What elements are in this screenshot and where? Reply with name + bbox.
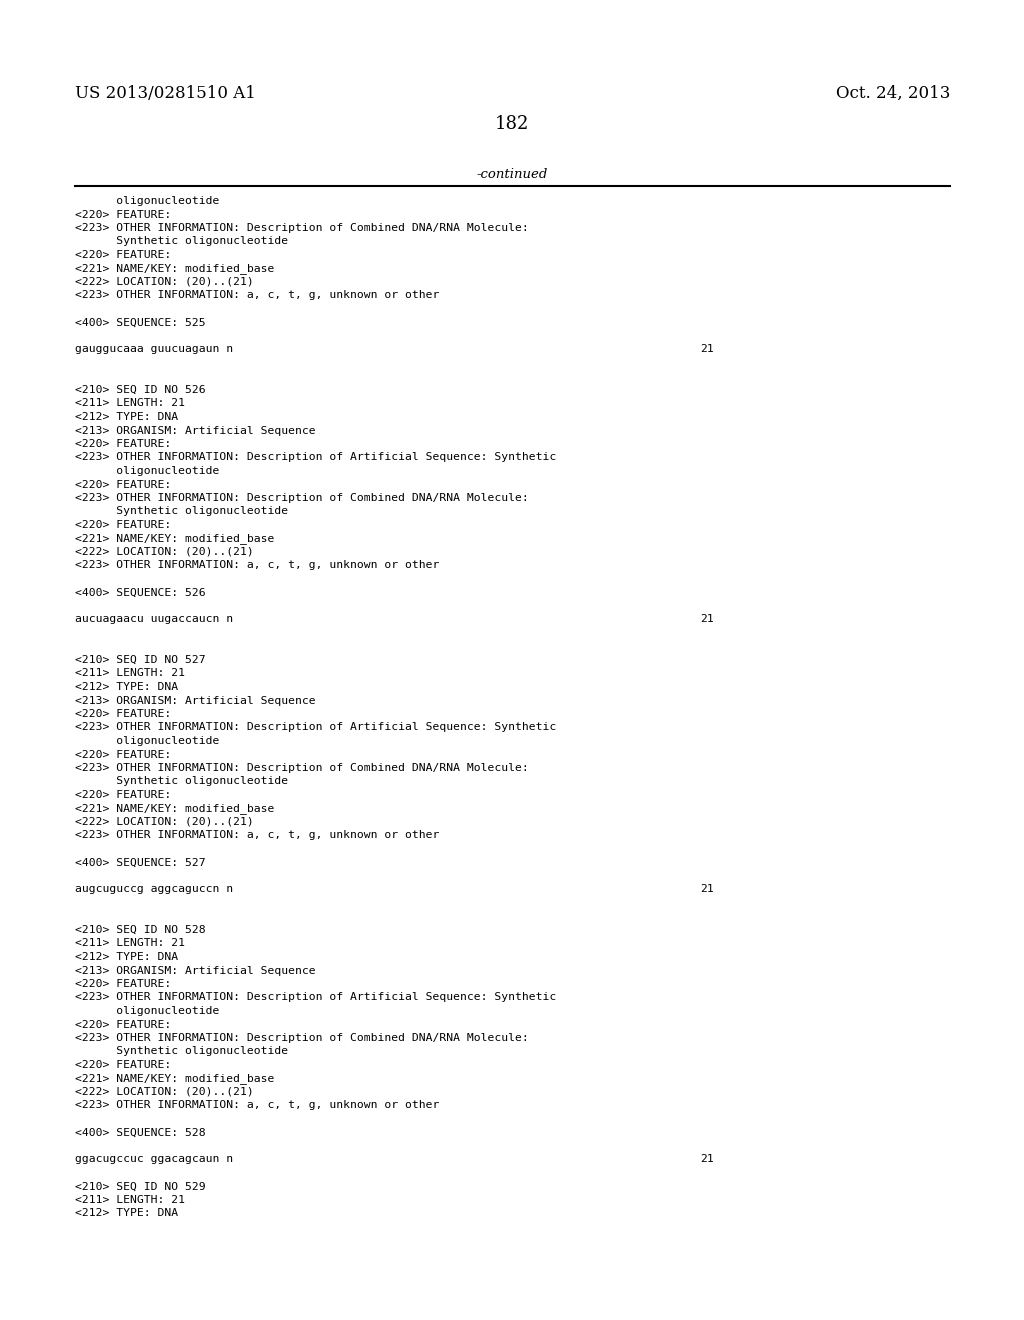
Text: Oct. 24, 2013: Oct. 24, 2013 [836, 84, 950, 102]
Text: <211> LENGTH: 21: <211> LENGTH: 21 [75, 939, 185, 949]
Text: <210> SEQ ID NO 529: <210> SEQ ID NO 529 [75, 1181, 206, 1192]
Text: US 2013/0281510 A1: US 2013/0281510 A1 [75, 84, 256, 102]
Text: <223> OTHER INFORMATION: Description of Artificial Sequence: Synthetic: <223> OTHER INFORMATION: Description of … [75, 993, 556, 1002]
Text: <211> LENGTH: 21: <211> LENGTH: 21 [75, 668, 185, 678]
Text: aucuagaacu uugaccaucn n: aucuagaacu uugaccaucn n [75, 615, 233, 624]
Text: <223> OTHER INFORMATION: Description of Combined DNA/RNA Molecule:: <223> OTHER INFORMATION: Description of … [75, 763, 528, 774]
Text: 21: 21 [700, 345, 714, 355]
Text: <220> FEATURE:: <220> FEATURE: [75, 789, 171, 800]
Text: <223> OTHER INFORMATION: Description of Combined DNA/RNA Molecule:: <223> OTHER INFORMATION: Description of … [75, 1034, 528, 1043]
Text: <222> LOCATION: (20)..(21): <222> LOCATION: (20)..(21) [75, 546, 254, 557]
Text: <220> FEATURE:: <220> FEATURE: [75, 520, 171, 531]
Text: <220> FEATURE:: <220> FEATURE: [75, 210, 171, 219]
Text: <212> TYPE: DNA: <212> TYPE: DNA [75, 412, 178, 422]
Text: <210> SEQ ID NO 528: <210> SEQ ID NO 528 [75, 925, 206, 935]
Text: Synthetic oligonucleotide: Synthetic oligonucleotide [75, 507, 288, 516]
Text: <223> OTHER INFORMATION: a, c, t, g, unknown or other: <223> OTHER INFORMATION: a, c, t, g, unk… [75, 561, 439, 570]
Text: <211> LENGTH: 21: <211> LENGTH: 21 [75, 399, 185, 408]
Text: <223> OTHER INFORMATION: a, c, t, g, unknown or other: <223> OTHER INFORMATION: a, c, t, g, unk… [75, 1101, 439, 1110]
Text: gauggucaaa guucuagaun n: gauggucaaa guucuagaun n [75, 345, 233, 355]
Text: <222> LOCATION: (20)..(21): <222> LOCATION: (20)..(21) [75, 277, 254, 286]
Text: <212> TYPE: DNA: <212> TYPE: DNA [75, 1209, 178, 1218]
Text: <221> NAME/KEY: modified_base: <221> NAME/KEY: modified_base [75, 1073, 274, 1085]
Text: <220> FEATURE:: <220> FEATURE: [75, 440, 171, 449]
Text: oligonucleotide: oligonucleotide [75, 1006, 219, 1016]
Text: <400> SEQUENCE: 528: <400> SEQUENCE: 528 [75, 1127, 206, 1138]
Text: 21: 21 [700, 1155, 714, 1164]
Text: <220> FEATURE:: <220> FEATURE: [75, 1019, 171, 1030]
Text: <220> FEATURE:: <220> FEATURE: [75, 1060, 171, 1071]
Text: ggacugccuc ggacagcaun n: ggacugccuc ggacagcaun n [75, 1155, 233, 1164]
Text: <220> FEATURE:: <220> FEATURE: [75, 979, 171, 989]
Text: oligonucleotide: oligonucleotide [75, 195, 219, 206]
Text: <223> OTHER INFORMATION: a, c, t, g, unknown or other: <223> OTHER INFORMATION: a, c, t, g, unk… [75, 830, 439, 841]
Text: <213> ORGANISM: Artificial Sequence: <213> ORGANISM: Artificial Sequence [75, 965, 315, 975]
Text: <213> ORGANISM: Artificial Sequence: <213> ORGANISM: Artificial Sequence [75, 425, 315, 436]
Text: <220> FEATURE:: <220> FEATURE: [75, 479, 171, 490]
Text: <223> OTHER INFORMATION: Description of Combined DNA/RNA Molecule:: <223> OTHER INFORMATION: Description of … [75, 223, 528, 234]
Text: oligonucleotide: oligonucleotide [75, 737, 219, 746]
Text: <212> TYPE: DNA: <212> TYPE: DNA [75, 682, 178, 692]
Text: <223> OTHER INFORMATION: Description of Artificial Sequence: Synthetic: <223> OTHER INFORMATION: Description of … [75, 453, 556, 462]
Text: <220> FEATURE:: <220> FEATURE: [75, 249, 171, 260]
Text: 182: 182 [495, 115, 529, 133]
Text: <223> OTHER INFORMATION: Description of Artificial Sequence: Synthetic: <223> OTHER INFORMATION: Description of … [75, 722, 556, 733]
Text: <400> SEQUENCE: 527: <400> SEQUENCE: 527 [75, 858, 206, 867]
Text: 21: 21 [700, 884, 714, 895]
Text: <221> NAME/KEY: modified_base: <221> NAME/KEY: modified_base [75, 533, 274, 544]
Text: <222> LOCATION: (20)..(21): <222> LOCATION: (20)..(21) [75, 817, 254, 828]
Text: oligonucleotide: oligonucleotide [75, 466, 219, 477]
Text: <210> SEQ ID NO 526: <210> SEQ ID NO 526 [75, 385, 206, 395]
Text: <223> OTHER INFORMATION: Description of Combined DNA/RNA Molecule:: <223> OTHER INFORMATION: Description of … [75, 492, 528, 503]
Text: <222> LOCATION: (20)..(21): <222> LOCATION: (20)..(21) [75, 1086, 254, 1097]
Text: <220> FEATURE:: <220> FEATURE: [75, 750, 171, 759]
Text: <211> LENGTH: 21: <211> LENGTH: 21 [75, 1195, 185, 1205]
Text: <210> SEQ ID NO 527: <210> SEQ ID NO 527 [75, 655, 206, 665]
Text: <223> OTHER INFORMATION: a, c, t, g, unknown or other: <223> OTHER INFORMATION: a, c, t, g, unk… [75, 290, 439, 301]
Text: 21: 21 [700, 615, 714, 624]
Text: Synthetic oligonucleotide: Synthetic oligonucleotide [75, 776, 288, 787]
Text: <213> ORGANISM: Artificial Sequence: <213> ORGANISM: Artificial Sequence [75, 696, 315, 705]
Text: <212> TYPE: DNA: <212> TYPE: DNA [75, 952, 178, 962]
Text: <221> NAME/KEY: modified_base: <221> NAME/KEY: modified_base [75, 264, 274, 275]
Text: augcuguccg aggcaguccn n: augcuguccg aggcaguccn n [75, 884, 233, 895]
Text: -continued: -continued [476, 168, 548, 181]
Text: <221> NAME/KEY: modified_base: <221> NAME/KEY: modified_base [75, 804, 274, 814]
Text: <400> SEQUENCE: 526: <400> SEQUENCE: 526 [75, 587, 206, 598]
Text: Synthetic oligonucleotide: Synthetic oligonucleotide [75, 236, 288, 247]
Text: <220> FEATURE:: <220> FEATURE: [75, 709, 171, 719]
Text: <400> SEQUENCE: 525: <400> SEQUENCE: 525 [75, 318, 206, 327]
Text: Synthetic oligonucleotide: Synthetic oligonucleotide [75, 1047, 288, 1056]
